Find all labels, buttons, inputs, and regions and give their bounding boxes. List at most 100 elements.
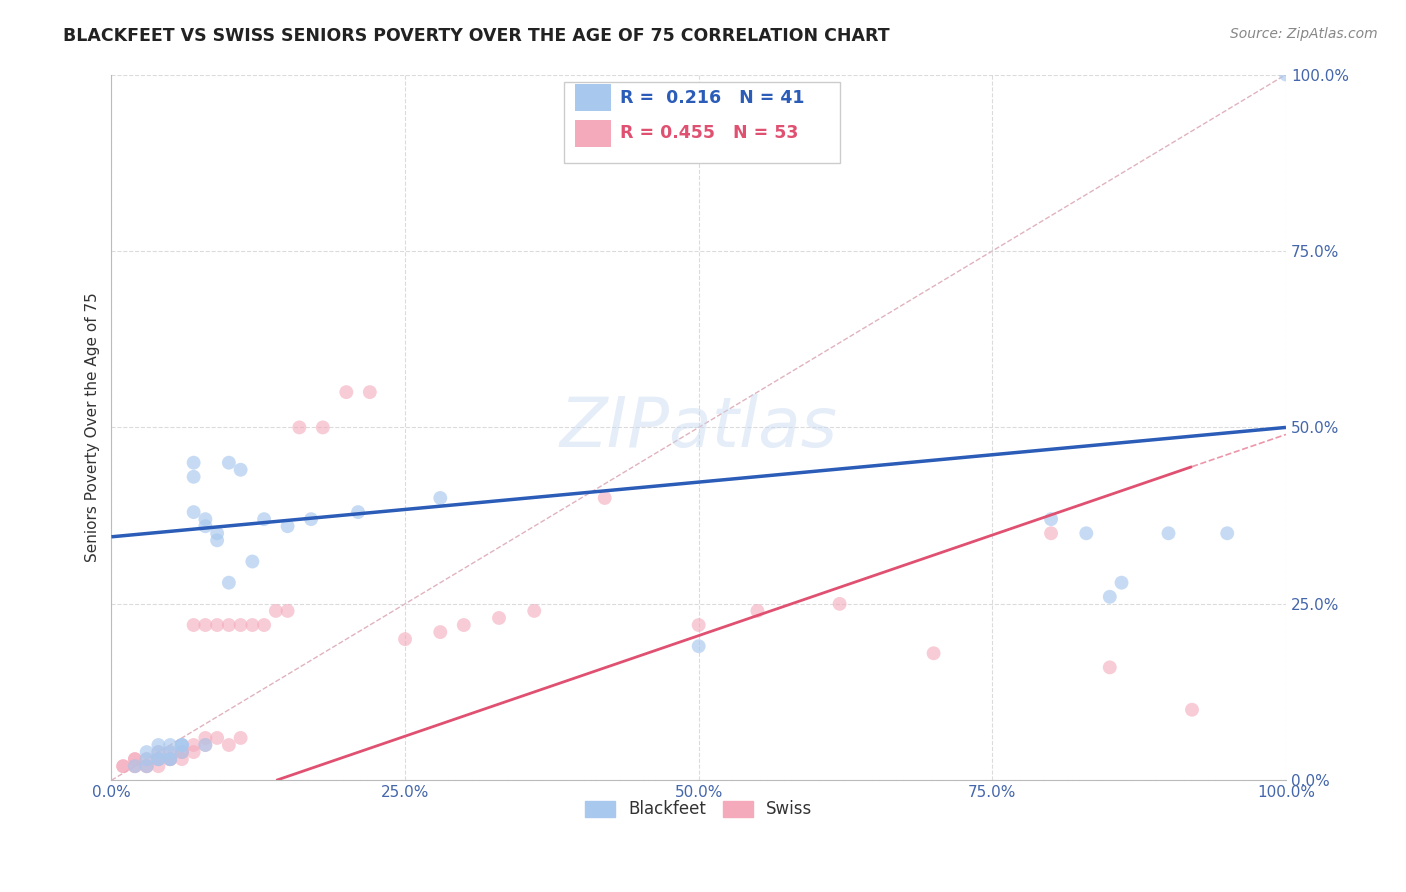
- Point: [148, 738, 170, 752]
- Point: [828, 597, 851, 611]
- Point: [194, 618, 217, 632]
- Point: [205, 533, 228, 548]
- Point: [335, 385, 357, 400]
- Point: [148, 745, 170, 759]
- Point: [159, 752, 181, 766]
- Point: [253, 512, 276, 526]
- Point: [218, 618, 240, 632]
- Point: [183, 456, 205, 470]
- Point: [312, 420, 335, 434]
- Point: [429, 491, 451, 505]
- Point: [347, 505, 370, 519]
- Text: R = 0.455   N = 53: R = 0.455 N = 53: [620, 124, 799, 142]
- Point: [1216, 526, 1239, 541]
- Point: [1076, 526, 1098, 541]
- Point: [170, 738, 193, 752]
- Point: [1181, 703, 1204, 717]
- Point: [194, 512, 217, 526]
- Point: [135, 752, 157, 766]
- Point: [135, 759, 157, 773]
- Point: [747, 604, 769, 618]
- Point: [170, 738, 193, 752]
- Point: [229, 731, 252, 745]
- Point: [1040, 512, 1063, 526]
- Point: [205, 526, 228, 541]
- Point: [277, 604, 299, 618]
- Point: [159, 745, 181, 759]
- Point: [1098, 660, 1121, 674]
- Point: [124, 752, 146, 766]
- Point: [148, 745, 170, 759]
- Text: Source: ZipAtlas.com: Source: ZipAtlas.com: [1230, 27, 1378, 41]
- Point: [194, 738, 217, 752]
- Point: [429, 625, 451, 640]
- Point: [159, 738, 181, 752]
- Point: [253, 618, 276, 632]
- Point: [1111, 575, 1133, 590]
- Point: [218, 738, 240, 752]
- Point: [240, 554, 263, 568]
- Point: [394, 632, 416, 647]
- Point: [183, 738, 205, 752]
- Point: [688, 639, 710, 653]
- Point: [159, 752, 181, 766]
- Point: [453, 618, 475, 632]
- Point: [159, 752, 181, 766]
- Point: [159, 752, 181, 766]
- Point: [523, 604, 546, 618]
- Point: [240, 618, 263, 632]
- Point: [194, 738, 217, 752]
- FancyBboxPatch shape: [575, 85, 610, 112]
- Point: [148, 752, 170, 766]
- Point: [218, 456, 240, 470]
- Point: [170, 738, 193, 752]
- Point: [1098, 590, 1121, 604]
- Point: [170, 745, 193, 759]
- Point: [1275, 68, 1298, 82]
- Point: [124, 759, 146, 773]
- Text: BLACKFEET VS SWISS SENIORS POVERTY OVER THE AGE OF 75 CORRELATION CHART: BLACKFEET VS SWISS SENIORS POVERTY OVER …: [63, 27, 890, 45]
- Point: [922, 646, 945, 660]
- Point: [593, 491, 616, 505]
- Point: [159, 745, 181, 759]
- Legend: Blackfeet, Swiss: Blackfeet, Swiss: [578, 794, 820, 825]
- Point: [148, 752, 170, 766]
- Point: [170, 745, 193, 759]
- FancyBboxPatch shape: [575, 120, 610, 146]
- FancyBboxPatch shape: [564, 81, 839, 162]
- Point: [229, 463, 252, 477]
- Point: [688, 618, 710, 632]
- Point: [124, 759, 146, 773]
- Point: [218, 575, 240, 590]
- Point: [229, 618, 252, 632]
- Point: [112, 759, 135, 773]
- Point: [194, 731, 217, 745]
- Point: [135, 745, 157, 759]
- Point: [299, 512, 322, 526]
- Text: R =  0.216   N = 41: R = 0.216 N = 41: [620, 89, 804, 107]
- Point: [277, 519, 299, 533]
- Point: [170, 745, 193, 759]
- Point: [148, 752, 170, 766]
- Point: [124, 752, 146, 766]
- Point: [135, 759, 157, 773]
- Point: [170, 752, 193, 766]
- Point: [135, 752, 157, 766]
- Point: [488, 611, 510, 625]
- Point: [359, 385, 381, 400]
- Point: [112, 759, 135, 773]
- Point: [1040, 526, 1063, 541]
- Point: [148, 752, 170, 766]
- Point: [159, 752, 181, 766]
- Y-axis label: Seniors Poverty Over the Age of 75: Seniors Poverty Over the Age of 75: [86, 293, 100, 562]
- Point: [264, 604, 287, 618]
- Point: [183, 618, 205, 632]
- Point: [135, 759, 157, 773]
- Point: [288, 420, 311, 434]
- Point: [183, 470, 205, 484]
- Point: [183, 745, 205, 759]
- Point: [194, 519, 217, 533]
- Text: ZIPatlas: ZIPatlas: [560, 394, 838, 461]
- Point: [183, 505, 205, 519]
- Point: [205, 731, 228, 745]
